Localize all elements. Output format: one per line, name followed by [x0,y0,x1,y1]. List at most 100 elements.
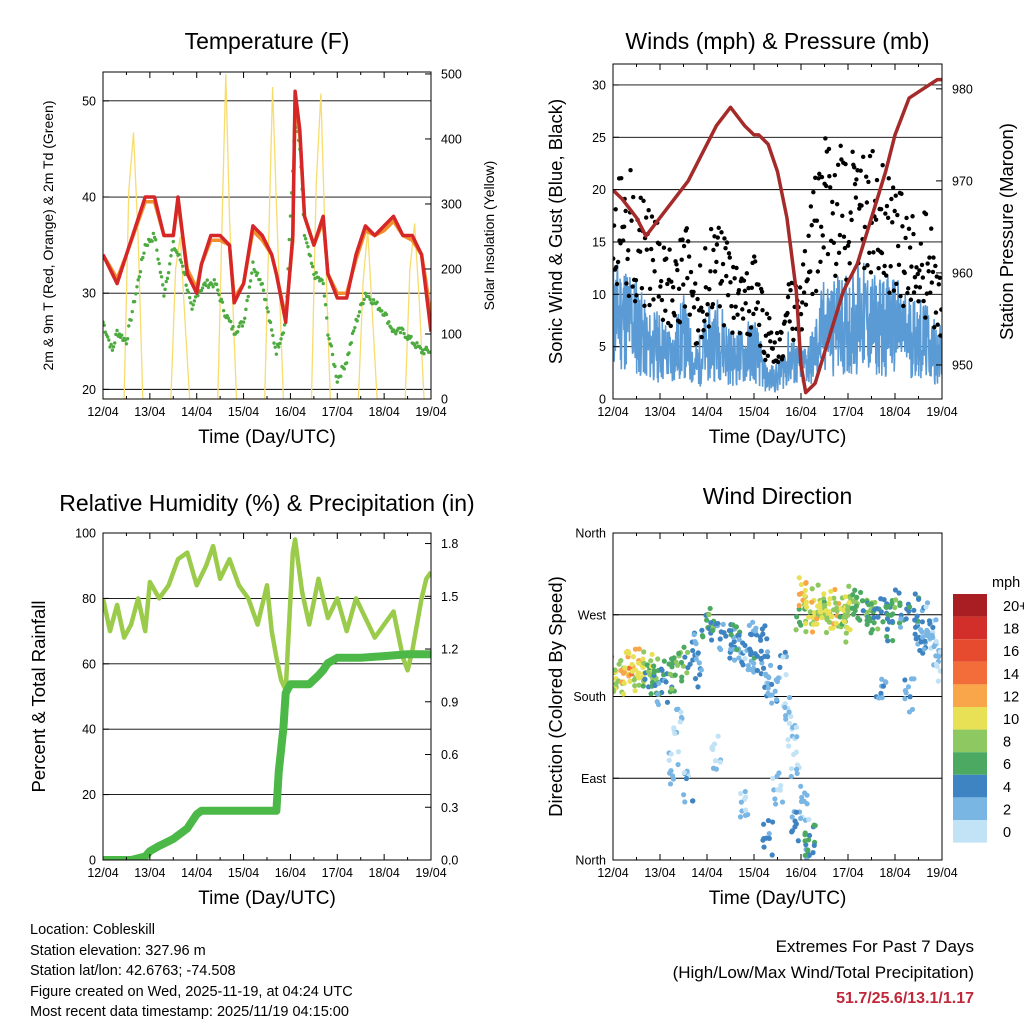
direction-point [802,593,808,599]
gust-point [644,247,650,252]
gust-point [911,290,917,295]
winds-title: Winds (mph) & Pressure (mb) [625,28,929,54]
dewpoint-point [137,275,142,279]
dewpoint-point [384,312,389,317]
gust-point [656,294,661,299]
dewpoint-point [333,364,337,369]
gust-point [888,264,893,269]
dewpoint-point [323,302,328,307]
gust-point [672,313,677,318]
gust-point [852,181,858,187]
direction-point [655,691,661,697]
gust-point [908,297,914,302]
gust-point [716,225,721,231]
direction-point [678,659,685,666]
gust-point [834,201,840,207]
gust-point [639,285,645,291]
gust-point [681,282,686,287]
direction-point [828,613,835,619]
direction-point [905,684,912,690]
gust-point [740,307,745,312]
direction-point [832,586,838,593]
direction-point [769,681,775,687]
gust-point [630,284,635,289]
dewpoint-point [150,239,154,243]
extremes-box: Extremes For Past 7 Days (High/Low/Max W… [673,934,974,1012]
y2-tick-label: 100 [441,327,462,341]
gust-point [669,279,674,284]
gust-point [915,271,920,277]
gust-point [613,207,618,212]
direction-point [682,799,688,805]
direction-point [916,596,922,602]
gust-point [809,223,814,228]
dewpoint-point [200,286,205,290]
direction-point [914,613,920,619]
direction-point [765,685,771,691]
direction-point [740,640,746,646]
gust-point [643,215,649,220]
gust-point [742,288,748,294]
dewpoint-point [245,298,249,303]
dewpoint-point [258,277,262,282]
gust-point [879,250,885,256]
y2-tick-label: 300 [441,197,462,211]
direction-point [795,838,801,844]
direction-point [692,676,699,682]
dewpoint-point [260,282,265,286]
direction-point [635,660,642,666]
dewpoint-point [401,327,405,332]
gust-point [833,273,838,278]
dewpoint-point [269,328,274,332]
gust-point [613,264,619,270]
direction-point [854,594,860,600]
direction-point [622,665,628,671]
direction-point [872,606,878,613]
direction-point [708,637,715,643]
gust-point [840,213,845,219]
direction-point [786,743,792,749]
direction-point [712,758,719,764]
temperature-data [103,73,431,399]
gust-point [736,288,742,293]
gust-point [623,208,628,214]
direction-point [716,645,723,651]
direction-point [798,798,805,805]
gust-point [893,193,898,198]
dewpoint-point [347,351,351,355]
direction-point [923,604,929,610]
direction-point [860,608,866,614]
gust-point [813,175,818,180]
y-tick-label: 0 [89,854,96,868]
gust-point [768,339,773,344]
dewpoint-point [250,271,254,275]
gust-point [827,174,832,179]
dewpoint-point [220,300,225,304]
gust-point [734,265,739,271]
gust-point [905,290,910,296]
gust-point [677,319,683,325]
dewpoint-point [330,352,335,357]
x-tick-label: 15/04 [228,405,259,419]
direction-point [710,627,716,634]
gust-point [722,236,727,241]
gust-point [800,300,805,305]
dewpoint-point [329,344,334,348]
dewpoint-point [342,367,347,371]
direction-point [747,631,754,637]
gust-point [811,190,816,195]
direction-point [944,670,949,675]
gust-point [772,340,777,345]
legend-swatch [953,594,987,617]
gust-point [919,262,925,268]
direction-point [728,628,734,634]
gust-point [925,261,930,266]
dewpoint-point [415,341,419,345]
direction-point [837,614,843,620]
direction-point [699,627,705,633]
direction-point [875,614,881,620]
direction-point [746,622,752,629]
direction-point [791,751,797,758]
dewpoint-point [184,283,188,287]
gust-point [714,259,719,265]
